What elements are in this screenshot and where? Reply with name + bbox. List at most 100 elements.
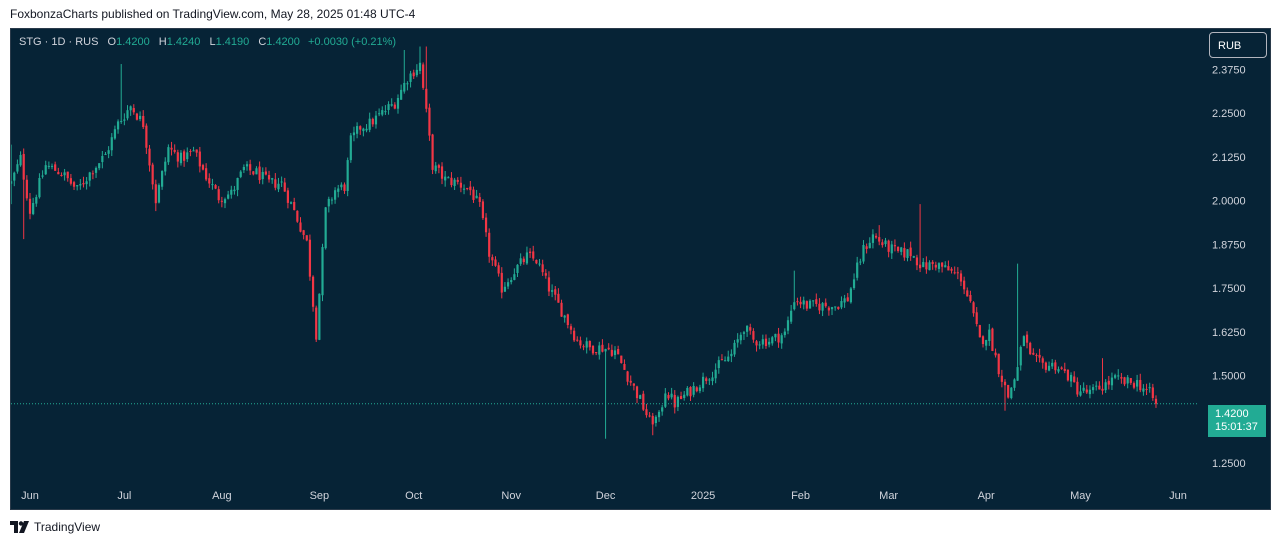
candle-body: [293, 201, 296, 210]
candle-body: [1054, 362, 1057, 371]
candle-body: [528, 251, 532, 254]
symbol-label: STG · 1D · RUS: [19, 36, 99, 48]
candle-body: [412, 72, 415, 77]
candle-body: [632, 383, 635, 386]
last-price-tag: 1.4200 15:01:37: [1208, 405, 1266, 437]
candle-body: [1091, 387, 1095, 391]
candle-body: [69, 178, 72, 184]
candle-body: [947, 266, 950, 271]
candle-body: [547, 277, 551, 292]
candle-body: [41, 175, 44, 177]
candle-body: [522, 258, 525, 263]
time-tick-label: Feb: [791, 490, 810, 502]
candle-body: [425, 88, 428, 109]
candle-body: [742, 332, 746, 334]
candle-body: [777, 333, 780, 343]
candle-body: [642, 393, 645, 410]
candle-body: [1051, 362, 1054, 367]
candle-body: [107, 150, 110, 154]
time-tick-label: Apr: [978, 490, 995, 502]
candle-body: [1013, 379, 1016, 388]
candle-body: [846, 297, 849, 302]
candle-body: [1057, 369, 1060, 372]
candle-body: [1019, 347, 1022, 366]
candle-body: [192, 150, 195, 152]
candle-body: [840, 301, 843, 308]
candle-body: [340, 184, 343, 188]
candle-body: [271, 178, 274, 180]
currency-button[interactable]: RUB: [1209, 32, 1267, 58]
candle-body: [400, 89, 403, 100]
chart-panel[interactable]: 2.3750 2.2500 2.1250 2.0000 1.8750 1.7500 1.62…: [10, 28, 1271, 510]
candle-body: [311, 276, 315, 307]
candle-body: [494, 259, 497, 266]
candle-body: [808, 300, 812, 309]
candlestick-chart[interactable]: 2.3750 2.2500 2.1250 2.0000 1.8750 1.7500 1.62…: [11, 29, 1270, 509]
candle-body: [635, 386, 639, 399]
candle-body: [337, 188, 340, 192]
candle-body: [698, 387, 702, 392]
candle-body: [601, 344, 604, 352]
candle-body: [264, 171, 267, 175]
candle-body: [915, 257, 919, 266]
candle-body: [359, 126, 362, 130]
candle-body: [1047, 365, 1051, 371]
candle-body: [881, 242, 884, 246]
candle-body: [818, 303, 821, 311]
candle-body: [1000, 375, 1003, 382]
candle-body: [551, 290, 554, 292]
candle-body: [239, 171, 242, 177]
candle-body: [720, 359, 724, 361]
candle-body: [843, 298, 846, 303]
candle-body: [98, 163, 101, 169]
candle-body: [44, 165, 47, 175]
candle-body: [431, 134, 434, 170]
close-label: C: [258, 36, 267, 48]
candle-body: [503, 286, 507, 292]
candle-body: [25, 179, 28, 199]
candle-body: [887, 240, 890, 252]
candle-body: [13, 172, 16, 181]
time-tick-label: Jul: [117, 490, 131, 502]
candle-body: [1123, 377, 1126, 385]
candle-body: [868, 242, 871, 249]
candle-body: [126, 110, 129, 119]
candle-body: [157, 185, 161, 203]
candle-body: [595, 352, 598, 354]
candle-body: [1003, 381, 1007, 386]
candle-body: [626, 371, 629, 382]
tradingview-logo[interactable]: TradingView: [10, 520, 100, 534]
high-label: H: [158, 36, 167, 48]
candle-body: [730, 353, 733, 357]
candle-body: [815, 299, 818, 304]
price-axis[interactable]: 2.3750 2.2500 2.1250 2.0000 1.8750 1.7500 1.62…: [1212, 64, 1246, 470]
candle-body: [739, 334, 742, 341]
candle-body: [661, 407, 664, 412]
candle-body: [906, 249, 909, 259]
candle-body: [679, 396, 683, 400]
candle-body: [110, 137, 113, 151]
candle-body: [975, 312, 978, 325]
candle-body: [101, 156, 104, 163]
candle-body: [667, 395, 670, 399]
candle-body: [1139, 379, 1142, 391]
candle-body: [1029, 342, 1032, 355]
time-axis[interactable]: Jun Jul Aug Sep Oct Nov Dec 2025 Feb Mar Apr May Jun: [21, 490, 1187, 502]
candle-body: [560, 302, 563, 317]
candle-body: [198, 151, 201, 167]
candle-body: [1142, 388, 1145, 392]
candle-body: [179, 152, 183, 164]
candle-body: [506, 282, 510, 287]
candle-body: [701, 376, 705, 389]
candle-body: [878, 237, 881, 242]
candle-body: [582, 346, 585, 348]
candle-body: [830, 307, 834, 310]
candle-body: [186, 152, 189, 160]
candle-body: [786, 320, 790, 331]
candle-body: [475, 195, 478, 199]
candle-body: [610, 349, 613, 356]
candle-body: [1022, 336, 1025, 347]
candle-body: [837, 306, 840, 310]
candle-body: [884, 240, 887, 245]
candle-body: [116, 121, 120, 130]
